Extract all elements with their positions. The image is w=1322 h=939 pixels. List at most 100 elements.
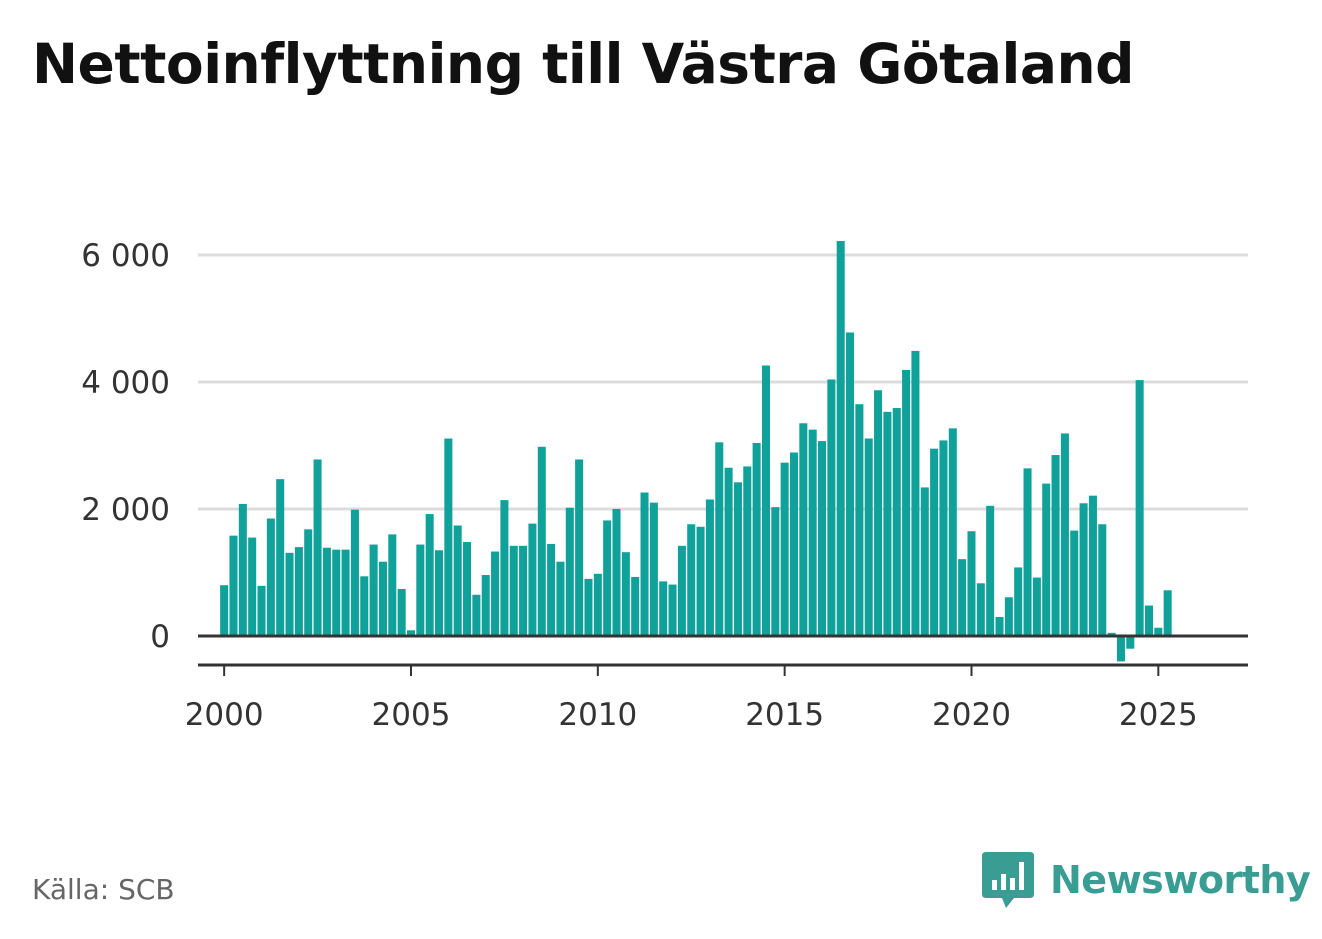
- bar: [902, 369, 911, 636]
- bar: [322, 547, 331, 636]
- bar: [1163, 590, 1172, 636]
- bar: [575, 459, 584, 636]
- y-tick-label: 4 000: [81, 365, 170, 401]
- bar: [733, 482, 742, 636]
- bar: [659, 581, 668, 636]
- bar: [836, 241, 845, 636]
- bar: [1023, 468, 1032, 636]
- bar: [285, 552, 294, 636]
- bar: [547, 543, 556, 636]
- axes: [198, 634, 1248, 676]
- bar: [313, 459, 322, 636]
- bar: [593, 573, 602, 636]
- bar: [257, 585, 266, 636]
- bar: [780, 462, 789, 636]
- bar: [276, 479, 285, 636]
- y-tick-label: 0: [150, 619, 170, 655]
- bar: [705, 499, 714, 636]
- bar: [1070, 530, 1079, 636]
- bar: [696, 526, 705, 636]
- x-tick-label: 2025: [1119, 697, 1198, 733]
- y-tick-label: 2 000: [81, 492, 170, 528]
- bar: [986, 505, 995, 636]
- bar: [220, 585, 229, 636]
- bar: [724, 467, 733, 636]
- chart-title: Nettoinflyttning till Västra Götaland: [32, 32, 1135, 96]
- bar: [388, 534, 397, 636]
- bar: [911, 350, 920, 636]
- bar: [1032, 577, 1041, 636]
- bar: [1088, 495, 1097, 636]
- tick-labels: 2000 2005 2010 2015 2020 2025 0 2 000 4 000 6 000: [81, 238, 1198, 733]
- bar: [603, 520, 612, 636]
- x-tick-label: 2020: [932, 697, 1011, 733]
- bar: [818, 441, 827, 636]
- bar: [892, 408, 901, 636]
- bar: [789, 452, 799, 636]
- bar: [304, 529, 313, 636]
- bar: [1126, 636, 1135, 649]
- bar: [1042, 483, 1051, 636]
- bar: [556, 561, 565, 636]
- bar: [229, 535, 238, 636]
- bar: [874, 390, 883, 636]
- bar: [958, 559, 967, 636]
- brand-logo[interactable]: Newsworthy: [980, 850, 1311, 910]
- bar: [631, 576, 640, 636]
- x-tick-label: 2000: [185, 697, 264, 733]
- bar: [1098, 524, 1107, 636]
- bars: [220, 241, 1172, 662]
- bar: [416, 544, 425, 636]
- bar: [677, 545, 686, 636]
- bar: [360, 576, 369, 636]
- bar: [332, 549, 341, 636]
- bar: [1079, 503, 1088, 636]
- bar: [920, 487, 929, 636]
- bar: [883, 411, 892, 636]
- bar: [846, 332, 855, 636]
- bar: [537, 446, 546, 636]
- bar: [771, 507, 780, 636]
- bar: [752, 442, 761, 636]
- bar: [463, 542, 472, 636]
- bar: [341, 549, 350, 636]
- bar: [1107, 632, 1116, 636]
- bar: [350, 509, 359, 636]
- x-tick-label: 2005: [372, 697, 451, 733]
- bar: [481, 575, 490, 636]
- bar: [584, 578, 593, 636]
- bar: [369, 544, 378, 636]
- bar: [649, 502, 658, 636]
- brand-name: Newsworthy: [1050, 858, 1311, 902]
- x-tick-label: 2015: [745, 697, 824, 733]
- bar: [743, 466, 752, 636]
- bar: [1116, 636, 1125, 662]
- bar: [444, 438, 453, 636]
- bar: [1135, 380, 1144, 636]
- bar: [397, 589, 406, 636]
- bar: [761, 365, 770, 636]
- bar: [668, 584, 677, 636]
- bar: [995, 616, 1004, 636]
- bar: [930, 448, 939, 636]
- bar: [435, 550, 444, 636]
- bar: [967, 531, 976, 636]
- bar: [528, 523, 537, 636]
- bar: [1144, 605, 1153, 636]
- bar: [509, 545, 518, 636]
- bar: [453, 525, 462, 636]
- bar: [855, 404, 864, 636]
- bar: [687, 524, 696, 636]
- bar: [406, 630, 415, 636]
- bar: [519, 545, 528, 636]
- bar: [976, 583, 985, 636]
- bar: [1051, 455, 1060, 636]
- bar: [939, 440, 948, 636]
- bar: [612, 509, 621, 636]
- bar: [378, 561, 387, 636]
- bar: [472, 594, 481, 636]
- bar: [1060, 433, 1069, 636]
- bar: [425, 514, 434, 636]
- source-label: Källa: SCB: [32, 873, 175, 906]
